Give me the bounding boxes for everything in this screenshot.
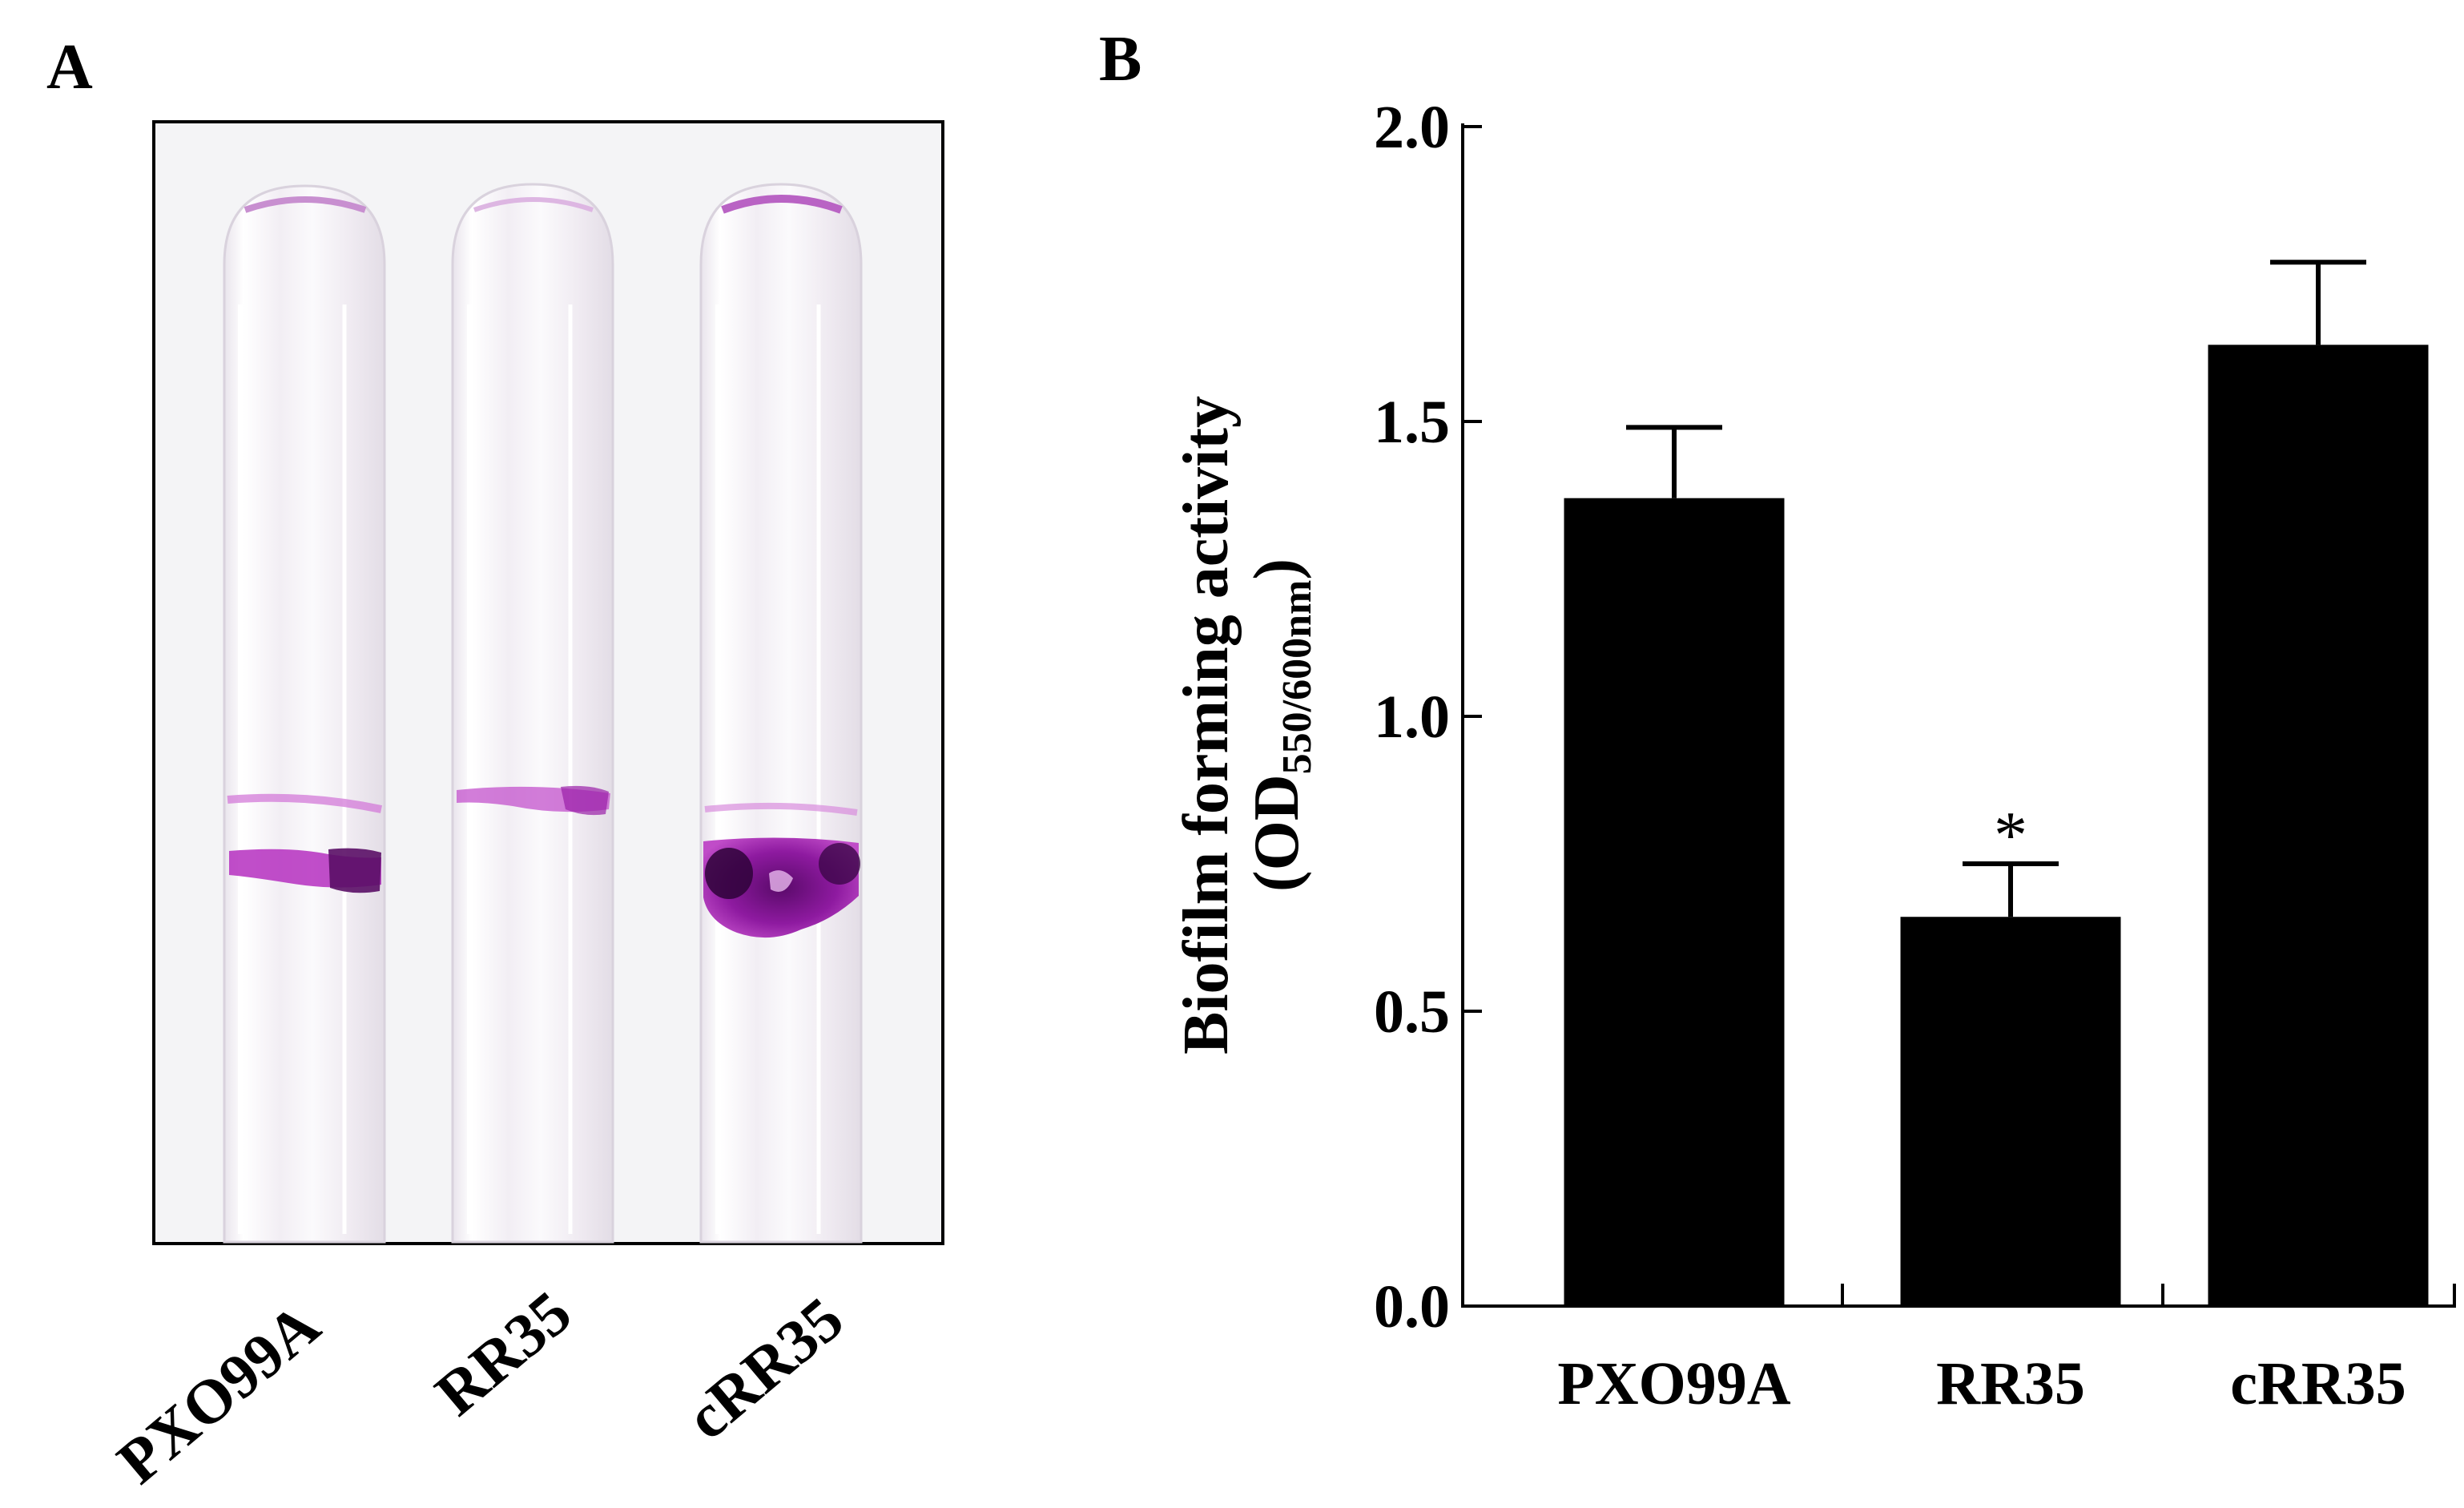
y-axis-title-close: ) xyxy=(1242,558,1312,580)
y-tick-label-0: 0.0 xyxy=(1374,1273,1450,1341)
tube-label-crr35: cRR35 xyxy=(673,1284,856,1453)
y-tick-label-3: 1.5 xyxy=(1374,389,1450,456)
y-axis-title-subscript: 550/600nm xyxy=(1274,580,1320,775)
tube-rr35 xyxy=(451,183,614,1244)
panel-b-label: B xyxy=(1099,24,1141,95)
x-label-crr35: cRR35 xyxy=(2230,1350,2406,1417)
x-label-pxo99a: PXO99A xyxy=(1557,1350,1790,1417)
y-axis-title-line2: (OD550/600nm) xyxy=(1242,558,1320,892)
y-tick-label-2: 1.0 xyxy=(1374,683,1450,751)
y-tick-label-4: 2.0 xyxy=(1374,94,1450,161)
tube-label-rr35: RR35 xyxy=(422,1277,584,1429)
bar-chart: Biofilm forming activity (OD550/600nm) *… xyxy=(1171,94,2456,1417)
panel-a-label: A xyxy=(46,32,93,103)
tube-photo: PXO99A RR35 cRR35 xyxy=(104,120,944,1497)
tube-label-pxo99a: PXO99A xyxy=(104,1289,332,1497)
tube-crr35 xyxy=(699,183,863,1244)
y-axis-title-line1: Biofilm forming activity xyxy=(1171,396,1242,1054)
y-axis-title: Biofilm forming activity (OD550/600nm) xyxy=(1171,396,1320,1054)
y-tick-label-1: 0.5 xyxy=(1374,978,1450,1046)
significance-marker-rr35: * xyxy=(1994,798,2027,873)
bar-rr35 xyxy=(1900,917,2121,1306)
bar-pxo99a xyxy=(1564,498,1785,1306)
x-category-labels: PXO99A RR35 cRR35 xyxy=(1557,1350,2406,1417)
y-axis-title-od: (OD xyxy=(1242,774,1312,892)
bar-crr35 xyxy=(2208,345,2429,1306)
y-ticks: 0.0 0.5 1.0 1.5 2.0 xyxy=(1374,94,1482,1341)
x-label-rr35: RR35 xyxy=(1936,1350,2085,1417)
bars: * xyxy=(1564,260,2429,1306)
tube-pxo99a xyxy=(223,184,386,1244)
